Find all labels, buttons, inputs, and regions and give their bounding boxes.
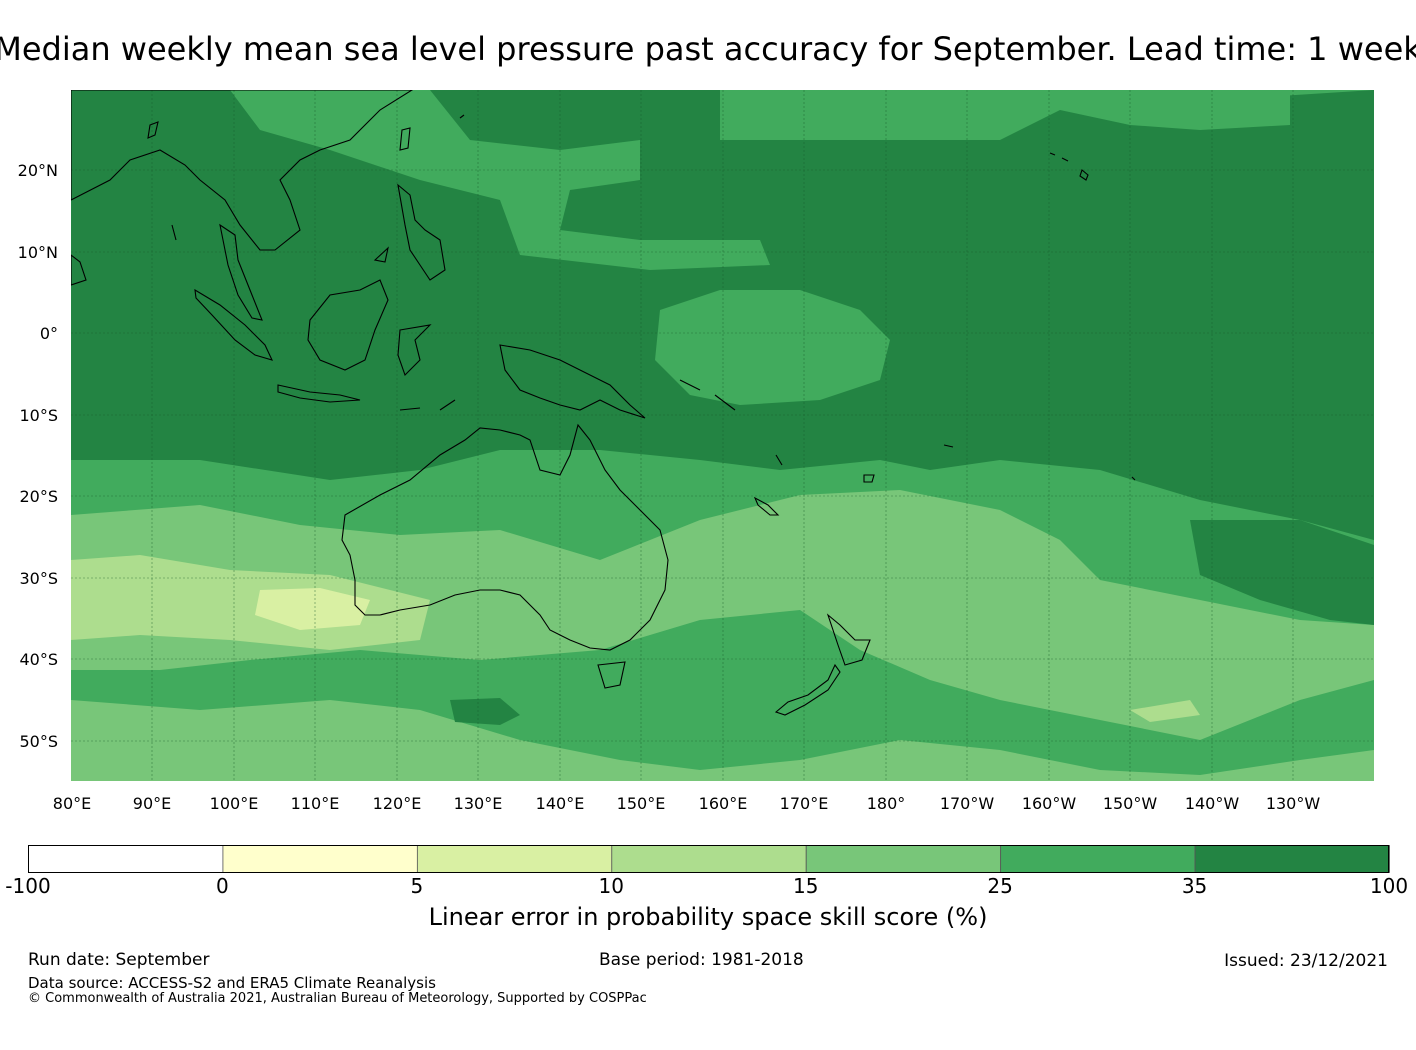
colorbar-tick-label: 25 <box>987 874 1013 898</box>
colorbar-tick-label: -100 <box>5 874 51 898</box>
colorbar-segment <box>1000 845 1196 873</box>
sulawesi-outline <box>397 324 432 377</box>
lat-label: 50°S <box>19 732 58 751</box>
lat-label: 0° <box>40 324 58 343</box>
mainland-asia-outline <box>71 90 414 251</box>
java-outline <box>277 384 361 403</box>
colorbar <box>28 845 1390 873</box>
colorbar-tick-label: 0 <box>216 874 229 898</box>
philippines-outline <box>397 183 446 281</box>
colorbar-tick-label: 100 <box>1369 874 1409 898</box>
colorbar-tick-label: 15 <box>792 874 819 898</box>
latitude-labels: 20°N 10°N 0° 10°S 20°S 30°S 40°S 50°S <box>18 161 58 751</box>
colorbar-segment <box>416 845 613 873</box>
colorbar-label: Linear error in probability space skill … <box>428 903 988 931</box>
lat-label: 20°N <box>18 161 58 180</box>
coastlines <box>71 90 1136 716</box>
map-gridlines <box>71 90 1374 781</box>
colorbar-segment <box>805 845 1002 873</box>
colorbar-segment <box>1194 845 1390 873</box>
lon-label: 150°W <box>1103 794 1158 813</box>
run-date: Run date: September <box>28 950 210 970</box>
new-zealand-north-outline <box>826 613 871 666</box>
colorbar-tick-label: 35 <box>1181 874 1208 898</box>
colorbar-segment <box>28 845 224 873</box>
lon-label: 180° <box>867 794 906 813</box>
australia-outline <box>341 423 669 651</box>
lon-label: 110°E <box>291 794 340 813</box>
map-title: Median weekly mean sea level pressure pa… <box>0 30 1416 68</box>
issued-date: Issued: 23/12/2021 <box>1224 951 1388 971</box>
skill-field <box>71 90 1374 781</box>
lon-label: 130°W <box>1266 794 1321 813</box>
lat-label: 20°S <box>19 487 58 506</box>
taiwan-outline <box>399 127 411 151</box>
fiji-outline <box>863 474 875 483</box>
new-guinea-outline <box>499 344 646 419</box>
lon-label: 170°W <box>940 794 995 813</box>
lat-label: 40°S <box>19 650 58 669</box>
colorbar-tick-label: 5 <box>410 874 424 898</box>
tasmania-outline <box>597 661 626 689</box>
lat-label: 10°S <box>19 406 58 425</box>
longitude-labels: 80°E 90°E 100°E 110°E 120°E 130°E 140°E … <box>53 794 1321 813</box>
lon-label: 140°W <box>1185 794 1240 813</box>
lon-label: 170°E <box>780 794 829 813</box>
india-outline <box>71 254 87 286</box>
colorbar-segment <box>611 845 807 873</box>
lat-label: 10°N <box>18 243 58 262</box>
hawaii-outline <box>1079 169 1089 181</box>
copyright: © Commonwealth of Australia 2021, Austra… <box>28 991 647 1006</box>
lon-label: 100°E <box>210 794 259 813</box>
lon-label: 150°E <box>617 794 666 813</box>
base-period: Base period: 1981-2018 <box>599 950 804 970</box>
lon-label: 160°W <box>1022 794 1077 813</box>
lat-label: 30°S <box>19 569 58 588</box>
lon-label: 130°E <box>454 794 503 813</box>
colorbar-tick-label: 10 <box>598 874 625 898</box>
new-zealand-south-outline <box>774 663 841 716</box>
lon-label: 90°E <box>133 794 171 813</box>
data-source: Data source: ACCESS-S2 and ERA5 Climate … <box>28 974 436 992</box>
skill-score-map: 20°N 10°N 0° 10°S 20°S 30°S 40°S 50°S 80… <box>18 90 1374 813</box>
colorbar-segment <box>222 845 418 873</box>
new-caledonia-outline <box>753 496 780 516</box>
borneo-outline <box>307 279 389 371</box>
lon-label: 160°E <box>699 794 748 813</box>
lon-label: 120°E <box>373 794 422 813</box>
lon-label: 140°E <box>536 794 585 813</box>
malay-peninsula-outline <box>219 223 263 321</box>
sumatra-outline <box>194 288 274 361</box>
lon-label: 80°E <box>53 794 91 813</box>
